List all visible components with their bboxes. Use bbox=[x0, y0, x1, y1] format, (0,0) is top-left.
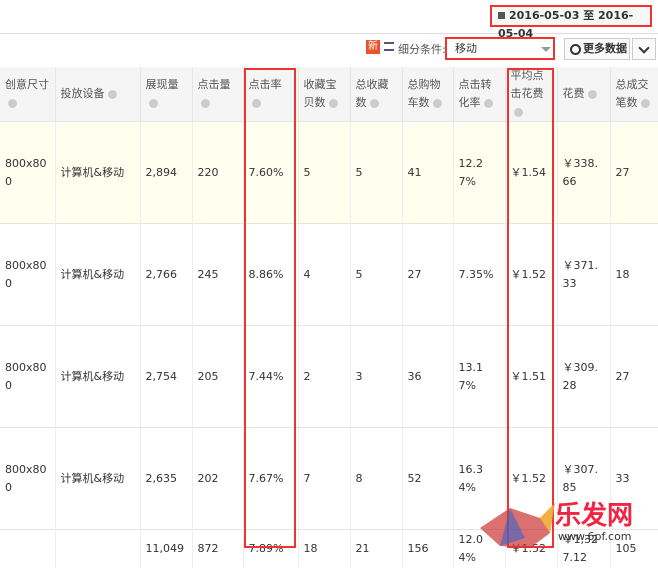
cell: 18 bbox=[298, 530, 350, 568]
cell: 41 bbox=[402, 122, 453, 224]
cell: ￥309.28 bbox=[557, 326, 610, 428]
help-icon bbox=[641, 99, 650, 108]
help-icon bbox=[370, 99, 379, 108]
help-icon bbox=[484, 99, 493, 108]
cell: 计算机&移动 bbox=[55, 122, 140, 224]
cell: 计算机&移动 bbox=[55, 326, 140, 428]
top-bar: 2016-05-03 至 2016-05-04 bbox=[0, 0, 658, 34]
header-row: 创意尺寸投放设备展现量点击量点击率收藏宝贝数总收藏数总购物车数点击转化率平均点击… bbox=[0, 67, 658, 122]
column-header: 总成交笔数 bbox=[610, 67, 658, 122]
help-icon bbox=[8, 99, 17, 108]
column-title: 展现量 bbox=[146, 78, 179, 91]
column-title: 点击量 bbox=[198, 78, 231, 91]
column-header: 投放设备 bbox=[55, 67, 140, 122]
help-icon bbox=[108, 90, 117, 99]
date-range[interactable]: 2016-05-03 至 2016-05-04 bbox=[490, 5, 652, 27]
help-icon bbox=[433, 99, 442, 108]
cell: 21 bbox=[350, 530, 402, 568]
highlight-box bbox=[244, 68, 296, 548]
cell: 800x800 bbox=[0, 326, 55, 428]
help-icon bbox=[149, 99, 158, 108]
column-title: 花费 bbox=[563, 87, 585, 100]
cell: 27 bbox=[610, 122, 658, 224]
column-title: 创意尺寸 bbox=[5, 78, 49, 91]
cell: 2,635 bbox=[140, 428, 192, 530]
cell: 7.35% bbox=[453, 224, 505, 326]
new-badge: 新 bbox=[366, 40, 380, 54]
filter-label: 细分条件: bbox=[398, 41, 446, 57]
cell: 52 bbox=[402, 428, 453, 530]
cell: 13.17% bbox=[453, 326, 505, 428]
cell: ￥338.66 bbox=[557, 122, 610, 224]
cell: 245 bbox=[192, 224, 243, 326]
cell: 156 bbox=[402, 530, 453, 568]
column-title: 投放设备 bbox=[61, 87, 105, 100]
cell: 7 bbox=[298, 428, 350, 530]
cell: 3 bbox=[350, 326, 402, 428]
watermark-name: 乐发网 bbox=[555, 495, 633, 532]
cell: 计算机&移动 bbox=[55, 224, 140, 326]
cell: 800x800 bbox=[0, 428, 55, 530]
cell: 计算机&移动 bbox=[55, 428, 140, 530]
highlight-box bbox=[507, 68, 554, 548]
column-header: 收藏宝贝数 bbox=[298, 67, 350, 122]
cell: 36 bbox=[402, 326, 453, 428]
cell bbox=[55, 530, 140, 568]
cell: 18 bbox=[610, 224, 658, 326]
help-icon bbox=[588, 90, 597, 99]
column-header: 展现量 bbox=[140, 67, 192, 122]
filter-select[interactable]: 移动 bbox=[445, 37, 555, 60]
help-icon bbox=[329, 99, 338, 108]
help-icon bbox=[201, 99, 210, 108]
cell: 4 bbox=[298, 224, 350, 326]
cell: 220 bbox=[192, 122, 243, 224]
cell: 205 bbox=[192, 326, 243, 428]
cell: 5 bbox=[298, 122, 350, 224]
column-header: 总购物车数 bbox=[402, 67, 453, 122]
cell: 5 bbox=[350, 224, 402, 326]
cell: 27 bbox=[610, 326, 658, 428]
cell: 2,894 bbox=[140, 122, 192, 224]
cell: 11,049 bbox=[140, 530, 192, 568]
toolbar: 新 细分条件: 移动 更多数据 bbox=[0, 36, 658, 64]
column-header: 点击转化率 bbox=[453, 67, 505, 122]
watermark-url: www.6pf.com bbox=[558, 530, 632, 543]
cell: 27 bbox=[402, 224, 453, 326]
column-header: 点击量 bbox=[192, 67, 243, 122]
cell: 2,754 bbox=[140, 326, 192, 428]
column-header: 花费 bbox=[557, 67, 610, 122]
cell bbox=[0, 530, 55, 568]
cell: 5 bbox=[350, 122, 402, 224]
column-header: 创意尺寸 bbox=[0, 67, 55, 122]
cell: 8 bbox=[350, 428, 402, 530]
cell: 202 bbox=[192, 428, 243, 530]
cell: 800x800 bbox=[0, 224, 55, 326]
cell: 800x800 bbox=[0, 122, 55, 224]
cell: 12.27% bbox=[453, 122, 505, 224]
dropdown-button[interactable] bbox=[632, 38, 656, 60]
column-header: 总收藏数 bbox=[350, 67, 402, 122]
cell: 2,766 bbox=[140, 224, 192, 326]
cell: 872 bbox=[192, 530, 243, 568]
cell: ￥371.33 bbox=[557, 224, 610, 326]
cell: 2 bbox=[298, 326, 350, 428]
list-icon bbox=[384, 42, 394, 51]
more-data-button[interactable]: 更多数据 bbox=[564, 38, 630, 60]
